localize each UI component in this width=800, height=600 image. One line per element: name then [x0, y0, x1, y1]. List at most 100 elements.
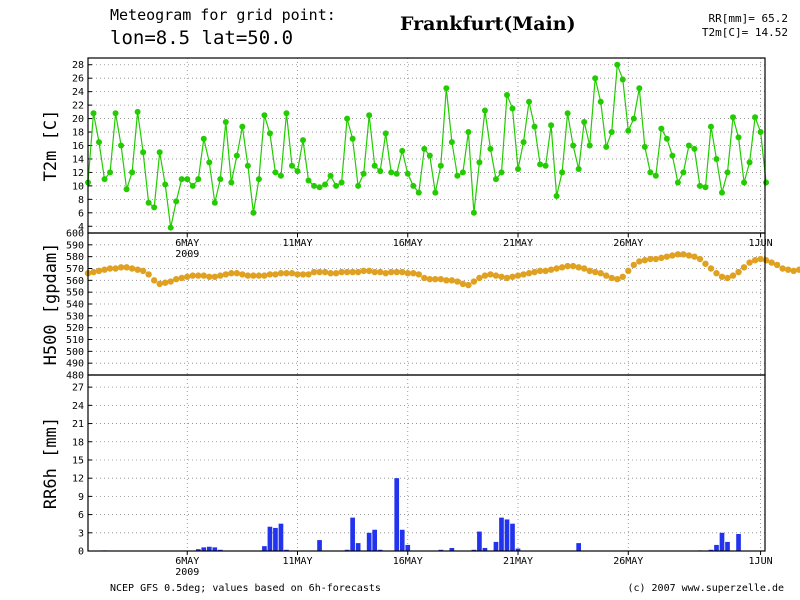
- series-line: [87, 64, 767, 228]
- data-point: [779, 265, 786, 272]
- data-point: [288, 270, 296, 277]
- data-point: [520, 271, 527, 278]
- data-point: [382, 270, 389, 277]
- data-point: [338, 179, 345, 186]
- panel-frame: [87, 374, 766, 552]
- data-point: [498, 169, 505, 176]
- data-point: [150, 277, 158, 284]
- data-point: [630, 261, 637, 269]
- y-tick-label: 570: [66, 264, 84, 275]
- data-point: [531, 123, 538, 130]
- data-point: [233, 152, 240, 159]
- data-point: [244, 272, 252, 279]
- y-tick-label: 24: [72, 401, 84, 412]
- data-point: [531, 268, 538, 276]
- y-tick-label: 18: [72, 437, 84, 448]
- data-point: [426, 275, 434, 283]
- y-tick-label: 560: [66, 276, 84, 287]
- data-point: [608, 274, 615, 282]
- data-point: [162, 181, 169, 188]
- data-point: [228, 270, 235, 277]
- data-point: [377, 168, 384, 175]
- data-point: [724, 169, 731, 176]
- data-point: [310, 268, 318, 276]
- data-point: [189, 182, 196, 189]
- y-tick-label: 24: [72, 87, 84, 98]
- data-point: [476, 159, 483, 166]
- data-point: [465, 129, 472, 136]
- precip-bar: [499, 517, 504, 551]
- data-point: [459, 169, 466, 176]
- data-point: [255, 272, 263, 279]
- data-point: [217, 272, 224, 279]
- data-point: [365, 267, 373, 275]
- x-tick-label: 26MAY: [613, 556, 643, 567]
- precip-bar: [201, 547, 207, 551]
- y-tick-label: 580: [66, 252, 84, 263]
- data-point: [608, 129, 615, 136]
- data-point: [167, 224, 174, 231]
- y-tick-label: 510: [66, 335, 84, 346]
- data-point: [338, 268, 345, 276]
- data-point: [437, 275, 445, 283]
- x-tick-sublabel: 2009: [175, 249, 199, 260]
- data-point: [619, 273, 626, 280]
- precip-bar: [355, 543, 361, 551]
- data-point: [421, 145, 428, 152]
- data-point: [288, 162, 295, 169]
- data-point: [746, 259, 753, 266]
- data-point: [481, 107, 488, 114]
- data-point: [465, 281, 472, 289]
- precip-bar: [482, 547, 488, 551]
- data-point: [614, 61, 621, 68]
- data-point: [663, 253, 671, 260]
- data-point: [559, 169, 566, 176]
- data-point: [244, 162, 251, 169]
- data-point: [619, 76, 626, 83]
- y-tick-label: 15: [72, 455, 84, 466]
- y-axis-label: H500 [gpdam]: [41, 243, 61, 366]
- data-point: [333, 182, 340, 189]
- data-point: [211, 273, 218, 280]
- data-point: [200, 272, 207, 279]
- data-point: [713, 270, 720, 277]
- data-point: [569, 262, 577, 270]
- data-point: [757, 129, 764, 136]
- data-point: [503, 274, 511, 282]
- data-point: [239, 123, 246, 130]
- data-point: [652, 172, 659, 179]
- data-point: [525, 270, 533, 277]
- data-point: [178, 274, 185, 282]
- data-point: [443, 85, 450, 92]
- data-point: [151, 204, 158, 211]
- data-point: [283, 110, 290, 117]
- data-point: [410, 182, 417, 189]
- precip-bar: [350, 517, 355, 551]
- precip-bar: [206, 546, 212, 551]
- panel-frame: [87, 57, 766, 234]
- data-point: [625, 127, 632, 134]
- data-point: [741, 179, 748, 186]
- precip-bar: [405, 544, 411, 551]
- y-tick-label: 3: [78, 528, 84, 539]
- precip-bar: [394, 478, 400, 551]
- precip-bar: [477, 531, 482, 551]
- data-point: [647, 255, 654, 263]
- data-point: [206, 273, 213, 280]
- precip-bar: [399, 529, 405, 551]
- x-tick-label: 16MAY: [393, 238, 423, 249]
- data-point: [515, 166, 522, 173]
- data-point: [542, 267, 549, 275]
- precip-bar: [449, 547, 455, 551]
- data-point: [548, 122, 555, 129]
- data-point: [674, 251, 682, 258]
- data-point: [498, 273, 505, 280]
- data-point: [537, 161, 544, 168]
- precip-bar: [195, 549, 201, 551]
- precip-bar: [267, 526, 273, 551]
- y-tick-label: 20: [72, 114, 84, 125]
- data-point: [691, 253, 698, 260]
- data-point: [790, 267, 797, 275]
- data-point: [702, 260, 709, 267]
- data-point: [415, 189, 422, 196]
